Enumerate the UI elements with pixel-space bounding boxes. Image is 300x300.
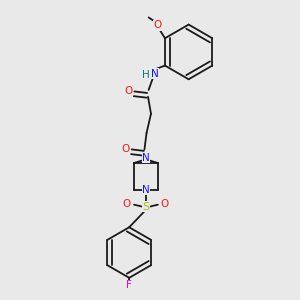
Text: N: N [151,69,158,79]
Text: N: N [142,184,150,194]
Text: S: S [142,202,149,212]
Text: O: O [124,86,133,96]
Text: O: O [161,200,169,209]
Text: O: O [122,144,130,154]
Text: O: O [153,20,162,31]
Text: O: O [123,200,131,209]
Text: H: H [142,70,149,80]
Text: N: N [142,153,150,163]
Text: F: F [126,280,132,290]
